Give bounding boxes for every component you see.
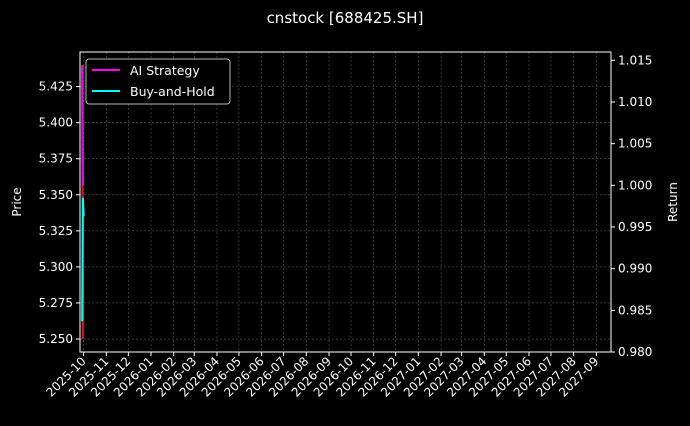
y-axis-left-label: Price	[10, 187, 24, 216]
legend-label-buy-and-hold: Buy-and-Hold	[130, 84, 215, 99]
y-left-tick-label: 5.300	[39, 260, 73, 274]
y-right-tick-label: 1.005	[618, 137, 652, 151]
y-left-tick-label: 5.425	[39, 80, 73, 94]
plot-frame	[79, 51, 612, 353]
y-left-tick-label: 5.275	[39, 296, 73, 310]
y-axis-right: 0.980 0.985 0.990 0.995 1.000 1.005 1.010 1.015	[611, 53, 652, 359]
y-right-tick-label: 0.995	[618, 220, 652, 234]
y-axis-right-label: Return	[666, 182, 680, 222]
legend-label-ai-strategy: AI Strategy	[130, 63, 200, 78]
y-left-tick-label: 5.325	[39, 224, 73, 238]
y-right-tick-label: 1.000	[618, 178, 652, 192]
y-left-tick-label: 5.350	[39, 188, 73, 202]
y-left-tick-label: 5.250	[39, 332, 73, 346]
y-right-tick-label: 0.985	[618, 303, 652, 317]
y-left-tick-label: 5.375	[39, 152, 73, 166]
legend: AI Strategy Buy-and-Hold	[85, 58, 231, 105]
y-right-tick-label: 0.980	[618, 345, 652, 359]
series-lines	[81, 64, 85, 340]
x-axis: 2025-102025-112025-122026-012026-022026-…	[43, 352, 601, 400]
y-right-tick-label: 0.990	[618, 262, 652, 276]
chart-title: cnstock [688425.SH]	[267, 9, 424, 27]
series-line-buy-and-hold	[81, 197, 85, 322]
series-line-ai-strategy	[81, 66, 84, 186]
legend-box	[85, 58, 231, 105]
y-right-tick-label: 1.015	[618, 53, 652, 67]
y-right-tick-label: 1.010	[618, 95, 652, 109]
y-left-tick-label: 5.400	[39, 116, 73, 130]
y-axis-left: 5.250 5.275 5.300 5.325 5.350 5.375 5.400 5.425	[39, 80, 80, 346]
